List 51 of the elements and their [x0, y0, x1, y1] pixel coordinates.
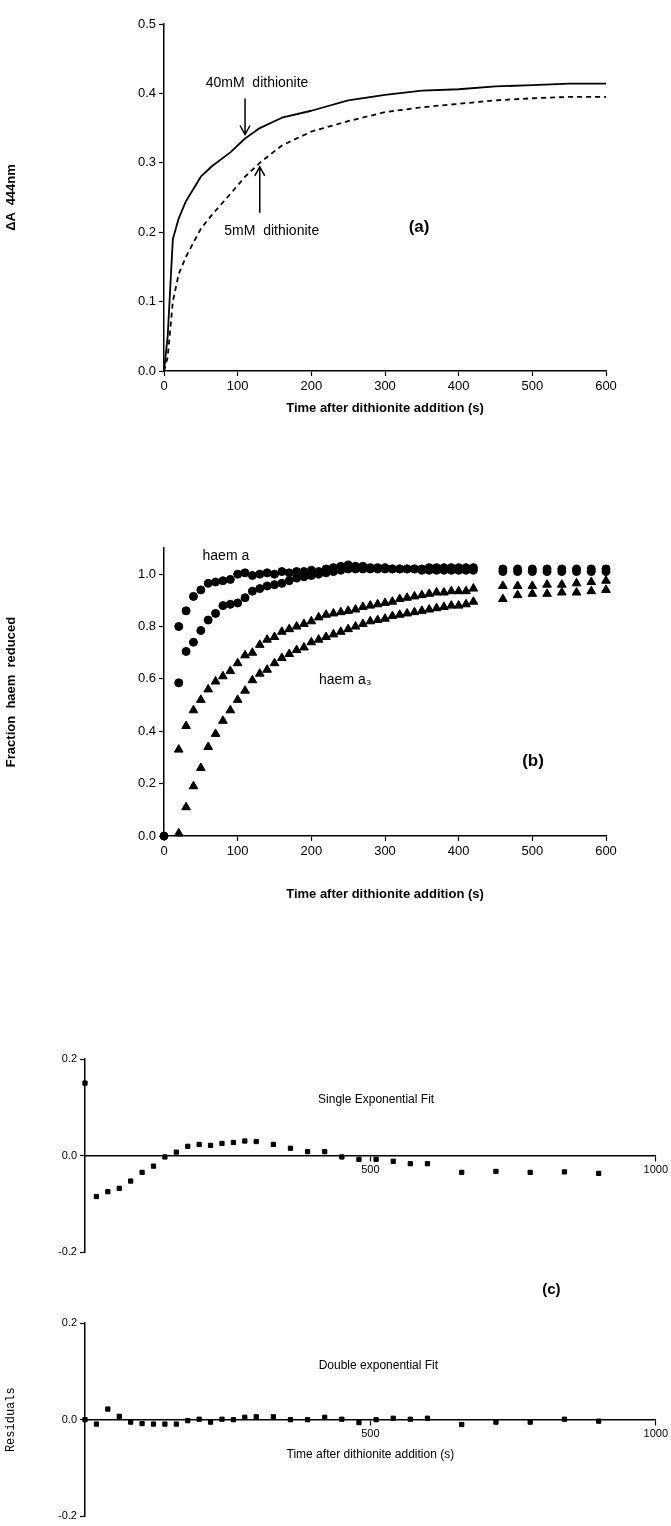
x-tick-label: 400: [447, 843, 470, 859]
annotation: 5mM dithionite: [224, 222, 320, 239]
x-tick-label: 500: [521, 378, 544, 394]
annotation: (b): [522, 750, 544, 770]
annotation: (a): [408, 216, 430, 236]
y-tick-label: 0.1: [137, 293, 156, 309]
y-tick-label: -0.2: [58, 1245, 77, 1258]
y-tick-label: 0.2: [61, 1316, 77, 1329]
x-tick-label: 400: [447, 378, 470, 394]
annotation: Double exponential Fit: [318, 1357, 439, 1372]
y-tick-label: 0.2: [137, 223, 156, 239]
x-tick-label: 600: [595, 843, 617, 859]
y-tick-label: 0.2: [61, 1052, 77, 1065]
x-tick-label: 300: [374, 378, 396, 394]
x-tick-label: 300: [374, 843, 396, 859]
x-tick-label: 500: [361, 1427, 380, 1440]
x-tick-label: 200: [300, 378, 323, 394]
y-tick-label: 0.0: [137, 362, 156, 378]
x-tick-label: 500: [361, 1163, 380, 1176]
x-tick-label: 1000: [643, 1427, 669, 1440]
y-tick-label: -0.2: [58, 1509, 77, 1522]
y-tick-label: 0.6: [137, 670, 156, 686]
y-axis-title: Fraction haem reduced: [3, 616, 19, 768]
x-axis-title: Time after dithionite addition (s): [286, 1447, 455, 1462]
y-tick-label: 0.0: [137, 827, 156, 843]
annotation: Single Exponential Fit: [318, 1091, 435, 1106]
x-tick-label: 0: [160, 843, 168, 859]
y-axis-title: ΔA 444nm: [3, 164, 19, 231]
annotation: haem a: [202, 547, 250, 564]
y-tick-label: 1.0: [137, 565, 156, 581]
x-tick-label: 600: [595, 378, 617, 394]
x-axis-title: Time after dithionite addition (s): [286, 399, 484, 415]
x-tick-label: 100: [226, 843, 249, 859]
x-tick-label: 200: [300, 843, 323, 859]
annotation: haem a₃: [319, 671, 372, 688]
x-axis-title: Time after dithionite addition (s): [286, 885, 484, 901]
y-tick-label: 0.0: [61, 1412, 77, 1425]
x-tick-label: 0: [160, 378, 168, 394]
y-tick-label: 0.4: [137, 722, 156, 738]
x-tick-label: 1000: [643, 1163, 669, 1176]
y-tick-label: 0.5: [137, 15, 156, 31]
text: (c): [542, 1280, 561, 1298]
y-tick-label: 0.3: [137, 154, 156, 170]
y-axis-title: Residuals: [4, 1387, 19, 1453]
x-tick-label: 500: [521, 843, 544, 859]
y-tick-label: 0.0: [61, 1148, 77, 1161]
y-tick-label: 0.4: [137, 84, 156, 100]
y-tick-label: 0.8: [137, 618, 156, 634]
annotation: 40mM dithionite: [205, 73, 309, 90]
x-tick-label: 100: [226, 378, 249, 394]
y-tick-label: 0.2: [137, 775, 156, 791]
